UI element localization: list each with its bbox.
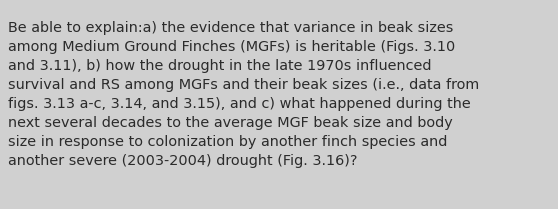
Text: Be able to explain:a) the evidence that variance in beak sizes
among Medium Grou: Be able to explain:a) the evidence that … [8, 21, 480, 168]
